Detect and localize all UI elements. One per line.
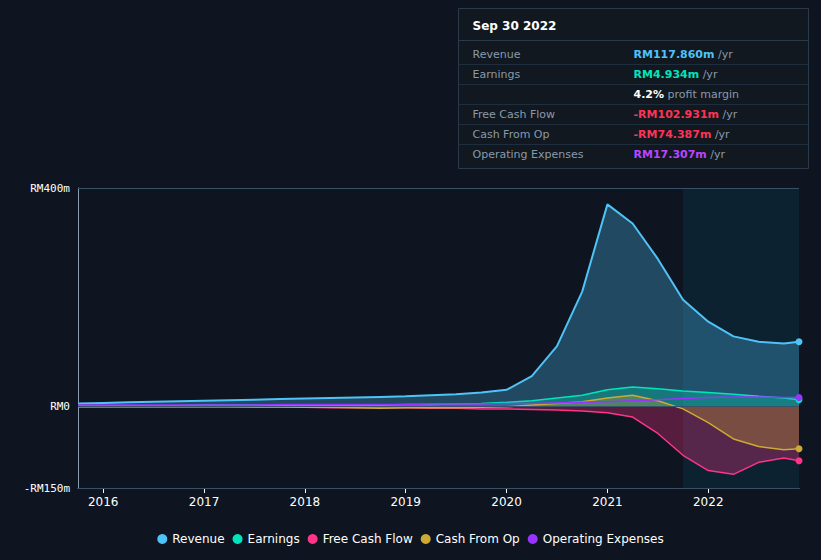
- svg-text:2016: 2016: [88, 495, 119, 509]
- svg-text:2019: 2019: [390, 495, 421, 509]
- svg-text:/yr: /yr: [707, 148, 726, 161]
- svg-text:Operating Expenses: Operating Expenses: [543, 532, 664, 546]
- svg-text:-RM74.387m: -RM74.387m: [634, 128, 712, 141]
- svg-text:-RM102.931m: -RM102.931m: [634, 108, 720, 121]
- svg-text:2022: 2022: [693, 495, 724, 509]
- svg-text:Cash From Op: Cash From Op: [436, 532, 520, 546]
- svg-text:-RM150m: -RM150m: [24, 482, 71, 495]
- svg-text:RM0: RM0: [50, 400, 70, 413]
- svg-text:Earnings: Earnings: [473, 68, 521, 81]
- svg-text:profit margin: profit margin: [664, 88, 739, 101]
- svg-text:RM17.307m: RM17.307m: [634, 148, 707, 161]
- svg-text:/yr: /yr: [699, 68, 718, 81]
- svg-text:2018: 2018: [290, 495, 321, 509]
- svg-text:Sep 30 2022: Sep 30 2022: [473, 19, 557, 33]
- svg-text:/yr: /yr: [711, 128, 730, 141]
- svg-text:2020: 2020: [491, 495, 522, 509]
- svg-text:RM400m: RM400m: [30, 182, 70, 195]
- svg-text:Free Cash Flow: Free Cash Flow: [323, 532, 413, 546]
- svg-text:/yr: /yr: [719, 108, 738, 121]
- svg-text:2017: 2017: [189, 495, 220, 509]
- svg-text:RM117.860m: RM117.860m: [634, 48, 715, 61]
- svg-text:4.2%: 4.2%: [634, 88, 665, 101]
- svg-text:2021: 2021: [592, 495, 623, 509]
- svg-text:Cash From Op: Cash From Op: [473, 128, 550, 141]
- svg-text:/yr: /yr: [714, 48, 733, 61]
- svg-text:Earnings: Earnings: [248, 532, 300, 546]
- svg-text:Revenue: Revenue: [473, 48, 521, 61]
- svg-text:Operating Expenses: Operating Expenses: [473, 148, 584, 161]
- svg-text:Revenue: Revenue: [172, 532, 224, 546]
- svg-text:Free Cash Flow: Free Cash Flow: [473, 108, 556, 121]
- svg-text:RM4.934m: RM4.934m: [634, 68, 700, 81]
